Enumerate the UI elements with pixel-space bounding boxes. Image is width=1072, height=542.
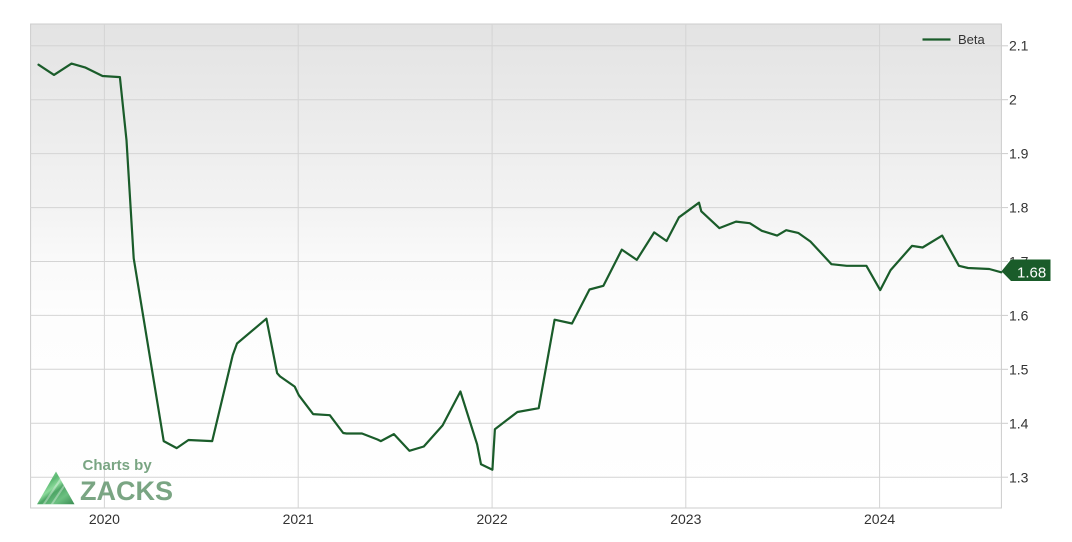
svg-text:1.8: 1.8 [1009,200,1029,216]
svg-text:2.1: 2.1 [1009,38,1029,54]
svg-text:2021: 2021 [283,511,314,527]
svg-text:1.6: 1.6 [1009,308,1029,324]
svg-text:2024: 2024 [864,511,895,527]
svg-text:2: 2 [1009,92,1017,108]
svg-text:1.9: 1.9 [1009,146,1029,162]
svg-text:1.4: 1.4 [1009,416,1029,432]
svg-text:2022: 2022 [477,511,508,527]
svg-text:Charts by: Charts by [83,457,153,474]
svg-text:Beta: Beta [958,32,986,47]
svg-text:ZACKS: ZACKS [80,476,173,506]
svg-text:1.5: 1.5 [1009,362,1029,378]
svg-text:2023: 2023 [670,511,701,527]
svg-text:2020: 2020 [89,511,120,527]
svg-text:1.68: 1.68 [1017,265,1046,282]
svg-text:1.3: 1.3 [1009,470,1029,486]
